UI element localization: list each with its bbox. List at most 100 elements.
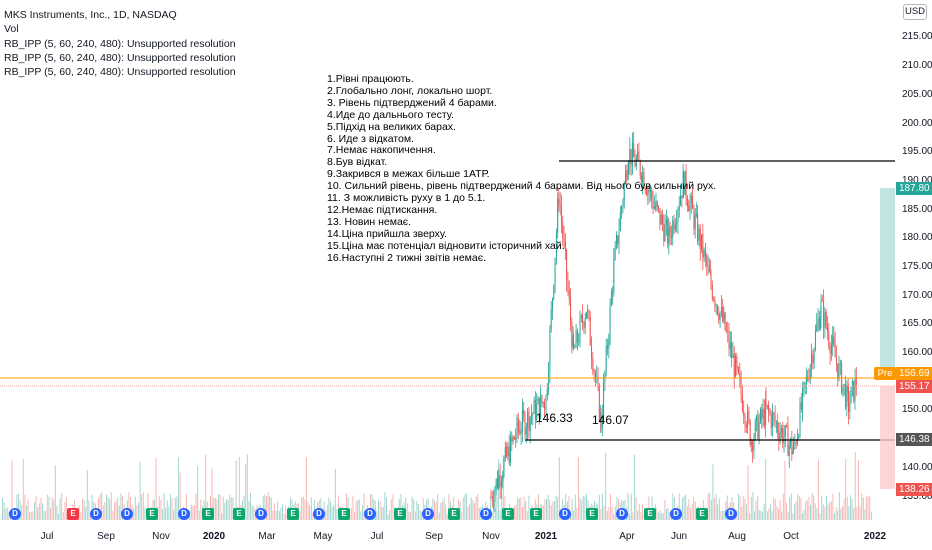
legend-indicator-2[interactable]: RB_IPP (5, 60, 240, 480): Unsupported re… — [4, 51, 236, 64]
earnings-marker[interactable]: E — [287, 508, 299, 520]
candle-body — [834, 344, 836, 358]
legend-indicator-3[interactable]: RB_IPP (5, 60, 240, 480): Unsupported re… — [4, 66, 236, 79]
dividend-marker[interactable]: D — [725, 508, 737, 520]
volume-bar — [248, 500, 250, 520]
candle-body — [625, 170, 627, 184]
volume-bar — [834, 513, 835, 520]
volume-bar — [386, 497, 387, 520]
dividend-marker[interactable]: D — [364, 508, 376, 520]
earnings-marker[interactable]: E — [233, 508, 245, 520]
candle-body — [545, 395, 547, 410]
volume-bar — [413, 499, 415, 520]
dividend-marker[interactable]: D — [670, 508, 682, 520]
note-line: 2.Глобально лонг, локально шорт. — [327, 84, 493, 97]
candle-body — [698, 228, 700, 242]
volume-bar — [461, 511, 463, 520]
candle-body — [820, 300, 822, 316]
candle-body — [538, 397, 540, 418]
currency-button[interactable]: USD — [903, 4, 927, 20]
legend-indicator-1[interactable]: RB_IPP (5, 60, 240, 480): Unsupported re… — [4, 37, 236, 50]
candle-body — [851, 380, 853, 388]
candle-body — [750, 442, 752, 445]
dividend-marker[interactable]: D — [480, 508, 492, 520]
candle-body — [490, 496, 492, 498]
volume-bar — [718, 498, 720, 520]
candle-body — [812, 354, 814, 363]
earnings-marker[interactable]: E — [146, 508, 158, 520]
dividend-marker[interactable]: D — [616, 508, 628, 520]
volume-bar — [826, 495, 827, 520]
volume-bar — [122, 496, 123, 520]
dividend-marker[interactable]: D — [313, 508, 325, 520]
volume-bar — [754, 511, 755, 520]
candle-body — [717, 305, 718, 314]
legend-volume[interactable]: Vol — [4, 23, 19, 36]
volume-bar — [526, 511, 528, 520]
candle-body — [686, 198, 688, 206]
volume-bar — [160, 499, 162, 520]
volume-bar — [776, 505, 778, 520]
candle-body — [605, 345, 607, 373]
earnings-marker[interactable]: E — [586, 508, 598, 520]
volume-bar — [851, 498, 853, 520]
earnings-marker[interactable]: E — [644, 508, 656, 520]
candle-body — [753, 438, 755, 451]
dividend-marker[interactable]: D — [178, 508, 190, 520]
candle-body — [762, 408, 764, 419]
volume-bar — [310, 496, 312, 520]
earnings-marker[interactable]: E — [394, 508, 406, 520]
dividend-marker[interactable]: D — [422, 508, 434, 520]
candle-body — [833, 336, 835, 345]
candle-body — [813, 349, 815, 363]
candle-body — [512, 436, 514, 442]
earnings-marker[interactable]: E — [502, 508, 514, 520]
dividend-marker[interactable]: D — [255, 508, 267, 520]
candle-body — [842, 384, 844, 393]
dividend-marker[interactable]: D — [90, 508, 102, 520]
volume-bar — [91, 494, 93, 520]
candle-body — [516, 418, 518, 438]
volume-bar — [493, 503, 495, 520]
candle-body — [756, 415, 758, 421]
price-tick: 170.00 — [902, 289, 932, 301]
earnings-marker[interactable]: E — [202, 508, 214, 520]
candle-body — [668, 226, 670, 244]
volume-bar — [114, 502, 115, 520]
earnings-marker[interactable]: E — [696, 508, 708, 520]
candle-body — [652, 198, 654, 209]
dividend-marker[interactable]: D — [559, 508, 571, 520]
earnings-marker[interactable]: E — [530, 508, 542, 520]
note-line: 6. Иде з відкатом. — [327, 132, 414, 145]
candle-body — [631, 143, 633, 166]
candle-body — [597, 377, 599, 386]
range-bottom-tag: 138.26 — [896, 483, 932, 496]
candle-body — [787, 426, 789, 456]
volume-bar — [693, 497, 695, 520]
candle-body — [649, 189, 651, 192]
analysis-notes[interactable]: 1.Рівні працюють. 2.Глобально лонг, лока… — [327, 73, 716, 265]
candle-body — [560, 206, 562, 223]
volume-bar — [714, 498, 715, 520]
volume-bar — [328, 497, 330, 520]
candle-body — [802, 387, 804, 410]
volume-bar — [115, 500, 117, 520]
legend-title[interactable]: MKS Instruments, Inc., 1D, NASDAQ — [4, 9, 177, 21]
candle-body — [548, 371, 550, 390]
candle-body — [798, 436, 800, 438]
volume-bar — [16, 494, 18, 520]
earnings-marker[interactable]: E — [67, 508, 79, 520]
volume-bar — [581, 500, 583, 520]
price-tick: 195.00 — [902, 146, 932, 158]
volume-bar — [814, 503, 816, 520]
earnings-marker[interactable]: E — [338, 508, 350, 520]
candle-body — [651, 189, 653, 199]
candle-body — [513, 436, 515, 440]
volume-bar — [101, 492, 103, 520]
earnings-marker[interactable]: E — [448, 508, 460, 520]
dividend-marker[interactable]: D — [9, 508, 21, 520]
volume-bar — [138, 502, 139, 520]
volume-bar — [163, 492, 165, 520]
candle-body — [567, 279, 569, 291]
dividend-marker[interactable]: D — [121, 508, 133, 520]
